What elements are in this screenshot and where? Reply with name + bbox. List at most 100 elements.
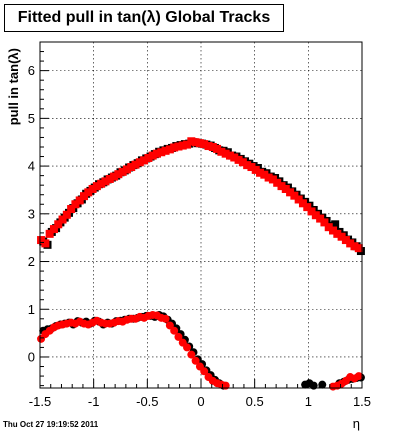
data-point <box>187 137 196 146</box>
data-point <box>140 156 149 165</box>
data-point <box>148 151 157 160</box>
data-point <box>329 226 338 235</box>
data-point <box>161 314 170 323</box>
data-point <box>256 168 265 177</box>
data-point <box>80 192 89 201</box>
data-point <box>320 218 329 227</box>
tick-labels: -1.5 -1 -0.5 0 0.5 1 1.5 0 1 2 3 4 5 6 <box>28 63 371 409</box>
data-point <box>264 173 273 182</box>
x-tick-label: 0.5 <box>246 394 264 409</box>
data-point <box>247 163 256 172</box>
data-point <box>135 158 144 167</box>
y-tick-label: 4 <box>28 159 35 174</box>
data-point <box>54 220 63 229</box>
data-point <box>183 343 192 352</box>
chart-title-box: Fitted pull in tan(λ) Global Tracks <box>4 4 284 32</box>
x-axis-label: η <box>353 416 360 431</box>
x-tick-label: 1.5 <box>353 394 371 409</box>
data-point <box>187 350 196 359</box>
data-point <box>350 242 359 251</box>
data-point <box>234 155 243 164</box>
data-point <box>213 144 222 153</box>
footer-timestamp: Thu Oct 27 19:19:52 2011 <box>3 420 99 429</box>
y-axis-label: pull in tan(λ) <box>6 48 21 125</box>
chart-title: Fitted pull in tan(λ) Global Tracks <box>17 9 271 26</box>
data-point <box>200 367 209 376</box>
data-point <box>208 142 217 151</box>
data-point <box>251 165 260 174</box>
data-point <box>298 199 307 208</box>
data-point <box>318 380 327 389</box>
data-point <box>170 326 179 335</box>
data-point <box>290 191 299 200</box>
x-tick-label: 1 <box>305 394 312 409</box>
y-tick-label: 6 <box>28 63 35 78</box>
data-point <box>230 153 239 162</box>
data-marks <box>37 137 365 391</box>
y-tick-label: 1 <box>28 302 35 317</box>
data-point <box>41 239 50 248</box>
data-point <box>49 225 58 234</box>
data-point <box>165 145 174 154</box>
data-point <box>88 184 97 193</box>
x-tick-label: 0 <box>197 394 204 409</box>
data-point <box>62 210 71 219</box>
data-point <box>294 195 303 204</box>
axis-ticks <box>39 41 363 388</box>
data-point <box>354 244 363 253</box>
data-point <box>286 188 295 197</box>
data-point <box>225 151 234 160</box>
y-tick-label: 3 <box>28 206 35 221</box>
y-tick-label: 5 <box>28 111 35 126</box>
data-point <box>337 232 346 241</box>
data-point <box>354 372 363 381</box>
data-point <box>170 143 179 152</box>
data-point <box>161 146 170 155</box>
x-tick-label: -1 <box>88 394 100 409</box>
data-point <box>333 229 342 238</box>
x-tick-label: -1.5 <box>29 394 51 409</box>
data-point <box>174 332 183 341</box>
data-point <box>277 182 286 191</box>
y-tick-label: 2 <box>28 254 35 269</box>
data-point <box>346 239 355 248</box>
data-point <box>238 158 247 167</box>
data-point <box>316 214 325 223</box>
data-point <box>152 149 161 158</box>
data-point <box>178 141 187 150</box>
data-point <box>67 205 76 214</box>
data-point <box>204 142 213 151</box>
data-point <box>331 220 340 229</box>
y-tick-label: 0 <box>28 349 35 364</box>
data-point <box>114 170 123 179</box>
data-point <box>144 153 153 162</box>
data-point <box>260 170 269 179</box>
data-point <box>157 148 166 157</box>
data-point <box>37 236 46 245</box>
data-point <box>200 140 209 149</box>
data-point <box>307 207 316 216</box>
data-point <box>101 177 110 186</box>
data-point <box>118 167 127 176</box>
data-point <box>324 223 333 232</box>
data-point <box>281 184 290 193</box>
data-point <box>243 161 252 170</box>
data-point <box>217 147 226 156</box>
data-point <box>122 165 131 174</box>
data-point <box>71 200 80 209</box>
data-point <box>97 179 106 188</box>
data-point <box>105 174 114 183</box>
data-point <box>341 236 350 245</box>
data-point <box>45 229 54 238</box>
data-point <box>131 160 140 169</box>
data-point <box>58 215 67 224</box>
data-point <box>110 172 119 181</box>
data-point <box>127 163 136 172</box>
data-point <box>191 356 200 365</box>
data-point <box>221 149 230 158</box>
data-point <box>195 139 204 148</box>
data-point <box>92 182 101 191</box>
data-point <box>84 188 93 197</box>
data-point <box>174 142 183 151</box>
